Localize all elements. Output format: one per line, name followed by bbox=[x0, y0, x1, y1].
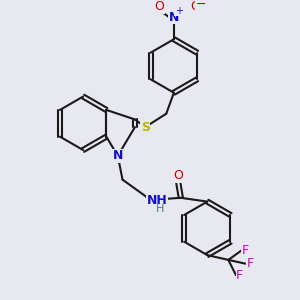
Text: O: O bbox=[190, 0, 200, 13]
Text: F: F bbox=[247, 257, 254, 270]
Text: S: S bbox=[141, 121, 150, 134]
Text: N: N bbox=[169, 11, 179, 24]
Text: O: O bbox=[173, 169, 183, 182]
Text: NH: NH bbox=[146, 194, 167, 207]
Text: O: O bbox=[154, 0, 164, 13]
Text: +: + bbox=[175, 6, 183, 16]
Text: H: H bbox=[156, 204, 164, 214]
Text: F: F bbox=[236, 269, 243, 282]
Text: O: O bbox=[154, 0, 164, 13]
Text: N: N bbox=[112, 149, 123, 162]
Text: F: F bbox=[242, 244, 249, 257]
Text: −: − bbox=[195, 0, 206, 11]
